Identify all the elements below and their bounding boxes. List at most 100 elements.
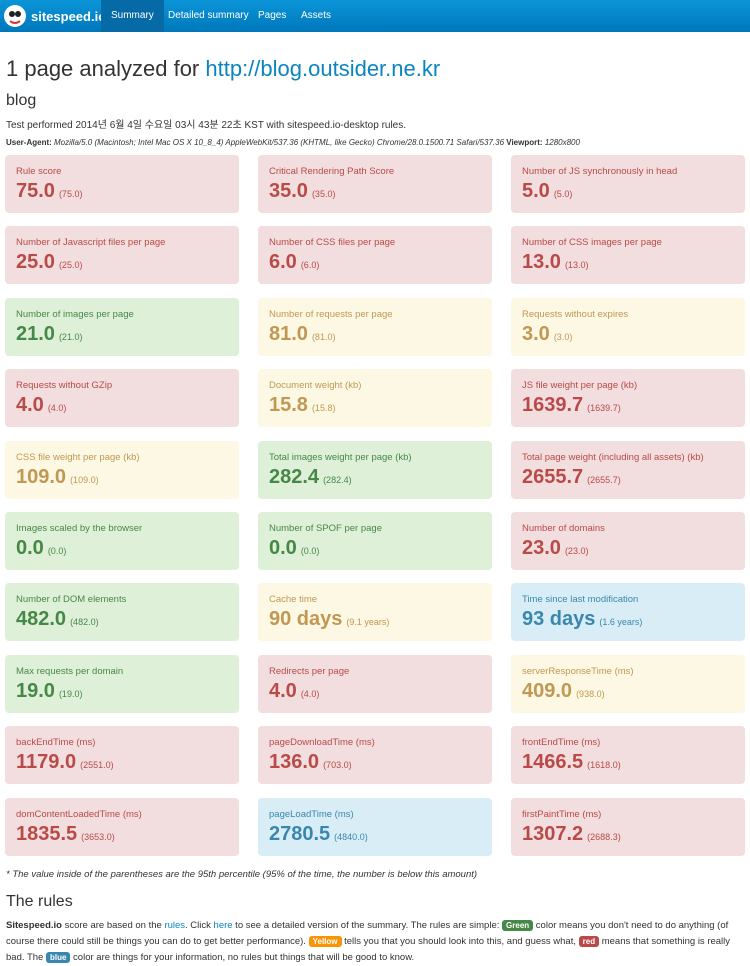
rules-text: color are things for your information, n… xyxy=(70,952,415,963)
card-title: Redirects per page xyxy=(269,665,350,677)
ua-label: User-Agent: xyxy=(6,138,52,147)
card-title: Number of domains xyxy=(522,522,605,534)
metric-card: pageDownloadTime (ms) 136.0 (703.0) xyxy=(258,726,492,785)
metric-card: Requests without expires 3.0 (3.0) xyxy=(511,297,745,356)
brand[interactable]: sitespeed.io xyxy=(0,0,106,32)
card-title: Cache time xyxy=(269,594,318,606)
card-title: Number of images per page xyxy=(16,308,134,320)
card-value: 0.0 xyxy=(16,536,44,559)
nav-item[interactable]: Pages xyxy=(258,10,287,21)
card-value-row: 136.0 (703.0) xyxy=(269,751,492,774)
card-value-row: 0.0 (0.0) xyxy=(16,537,239,560)
badge: blue xyxy=(45,952,71,963)
page-title: 1 page analyzed for http://blog.outsider… xyxy=(6,56,440,82)
card-value-row: 75.0 (75.0) xyxy=(16,180,239,203)
card-value-row: 81.0 (81.0) xyxy=(269,323,492,346)
metric-card: frontEndTime (ms) 1466.5 (1618.0) xyxy=(511,726,745,785)
rules-title: The rules xyxy=(6,893,73,910)
metric-card: domContentLoadedTime (ms) 1835.5 (3653.0) xyxy=(5,797,239,856)
card-title: pageDownloadTime (ms) xyxy=(269,737,375,749)
card-value: 4.0 xyxy=(269,679,297,702)
metric-card: Max requests per domain 19.0 (19.0) xyxy=(5,654,239,713)
rules-text: Sitespeed.io xyxy=(6,920,62,931)
card-p95: (3653.0) xyxy=(81,831,115,842)
rules-text: color means you don't need to do anythin… xyxy=(6,920,729,947)
metric-card: CSS file weight per page (kb) 109.0 (109.0… xyxy=(5,440,239,499)
metric-card: Rule score 75.0 (75.0) xyxy=(5,155,239,213)
title-text: 1 page analyzed for xyxy=(6,56,206,81)
metric-card: Cache time 90 days (9.1 years) xyxy=(258,583,492,642)
card-p95: (482.0) xyxy=(70,617,99,628)
metric-card: Total images weight per page (kb) 282.4 (2… xyxy=(258,440,492,499)
site-link[interactable]: http://blog.outsider.ne.kr xyxy=(205,56,441,81)
subtitle: blog xyxy=(6,92,37,109)
badge: red xyxy=(578,936,600,947)
card-value: 15.8 xyxy=(269,394,308,417)
card-p95: (75.0) xyxy=(58,189,83,199)
rules-link[interactable]: here xyxy=(213,920,233,931)
card-value: 2780.5 xyxy=(269,822,331,845)
navbar: sitespeed.io Summary Detailed summary Page… xyxy=(0,0,750,32)
card-value: 23.0 xyxy=(522,536,561,559)
card-title: Time since last modification xyxy=(522,594,639,606)
card-value-row: 19.0 (19.0) xyxy=(16,680,239,703)
card-p95: (1639.7) xyxy=(587,403,621,414)
card-title: frontEndTime (ms) xyxy=(522,737,601,749)
card-title: serverResponseTime (ms) xyxy=(522,665,634,677)
card-value-row: 4.0 (4.0) xyxy=(269,680,492,703)
card-p95: (15.8) xyxy=(311,403,336,414)
card-value: 6.0 xyxy=(269,251,297,274)
card-p95: (0.0) xyxy=(300,545,320,556)
metric-card: Document weight (kb) 15.8 (15.8) xyxy=(258,369,492,428)
card-value-row: 1835.5 (3653.0) xyxy=(16,823,239,846)
card-title: Total page weight (including all assets)… xyxy=(522,451,704,463)
card-title: Number of CSS files per page xyxy=(269,237,396,249)
card-p95: (4.0) xyxy=(47,403,67,414)
card-p95: (109.0) xyxy=(70,474,99,485)
card-title: Document weight (kb) xyxy=(269,380,362,392)
card-title: backEndTime (ms) xyxy=(16,737,96,749)
card-value-row: 23.0 (23.0) xyxy=(522,537,745,560)
card-value-row: 35.0 (35.0) xyxy=(269,180,492,203)
rules-text: score are based on the xyxy=(61,920,165,931)
nav-item[interactable]: Detailed summary xyxy=(168,10,249,21)
card-title: CSS file weight per page (kb) xyxy=(16,451,140,463)
metric-card: Time since last modification 93 days (1.6 … xyxy=(511,583,745,642)
card-title: firstPaintTime (ms) xyxy=(522,808,602,820)
metric-card: Number of requests per page 81.0 (81.0) xyxy=(258,297,492,356)
metric-card: Number of SPOF per page 0.0 (0.0) xyxy=(258,511,492,570)
card-grid: Rule score 75.0 (75.0) Critical Rendering P… xyxy=(5,155,745,856)
card-title: Number of DOM elements xyxy=(16,594,127,606)
card-title: Critical Rendering Path Score xyxy=(269,166,395,177)
card-value-row: 482.0 (482.0) xyxy=(16,608,239,631)
card-title: Number of SPOF per page xyxy=(269,522,382,534)
card-value: 3.0 xyxy=(522,322,550,345)
metric-card: Critical Rendering Path Score 35.0 (35.0) xyxy=(258,155,492,213)
card-value: 75.0 xyxy=(16,180,55,202)
card-value: 1179.0 xyxy=(16,751,77,774)
metric-card: Number of JS synchronously in head 5.0 (5.… xyxy=(511,155,745,213)
card-value: 4.0 xyxy=(16,394,44,417)
card-p95: (13.0) xyxy=(564,260,589,271)
rules-text: means that something is really bad. The xyxy=(6,936,731,963)
nav-item[interactable]: Summary xyxy=(101,0,164,32)
card-value-row: 1639.7 (1639.7) xyxy=(522,394,745,417)
rules-link[interactable]: rules xyxy=(164,920,186,931)
metric-card: Number of images per page 21.0 (21.0) xyxy=(5,297,239,356)
card-value: 136.0 xyxy=(269,751,320,774)
card-title: Max requests per domain xyxy=(16,665,124,677)
card-value-row: 4.0 (4.0) xyxy=(16,394,239,417)
nav-item[interactable]: Assets xyxy=(301,10,332,21)
card-title: Requests without expires xyxy=(522,308,629,320)
test-info: Test performed 2014년 6월 4일 수요일 03시 43분 2… xyxy=(6,120,407,131)
card-value: 25.0 xyxy=(16,251,55,274)
card-value: 1466.5 xyxy=(522,751,584,774)
metric-card: Images scaled by the browser 0.0 (0.0) xyxy=(5,511,239,570)
card-title: Total images weight per page (kb) xyxy=(269,451,412,463)
card-value-row: 90 days (9.1 years) xyxy=(269,608,492,631)
card-title: pageLoadTime (ms) xyxy=(269,808,354,820)
card-value-row: 1466.5 (1618.0) xyxy=(522,751,745,774)
rules-text: Sitespeed.io score are based on the rule… xyxy=(6,918,746,966)
card-p95: (2688.3) xyxy=(587,831,621,842)
